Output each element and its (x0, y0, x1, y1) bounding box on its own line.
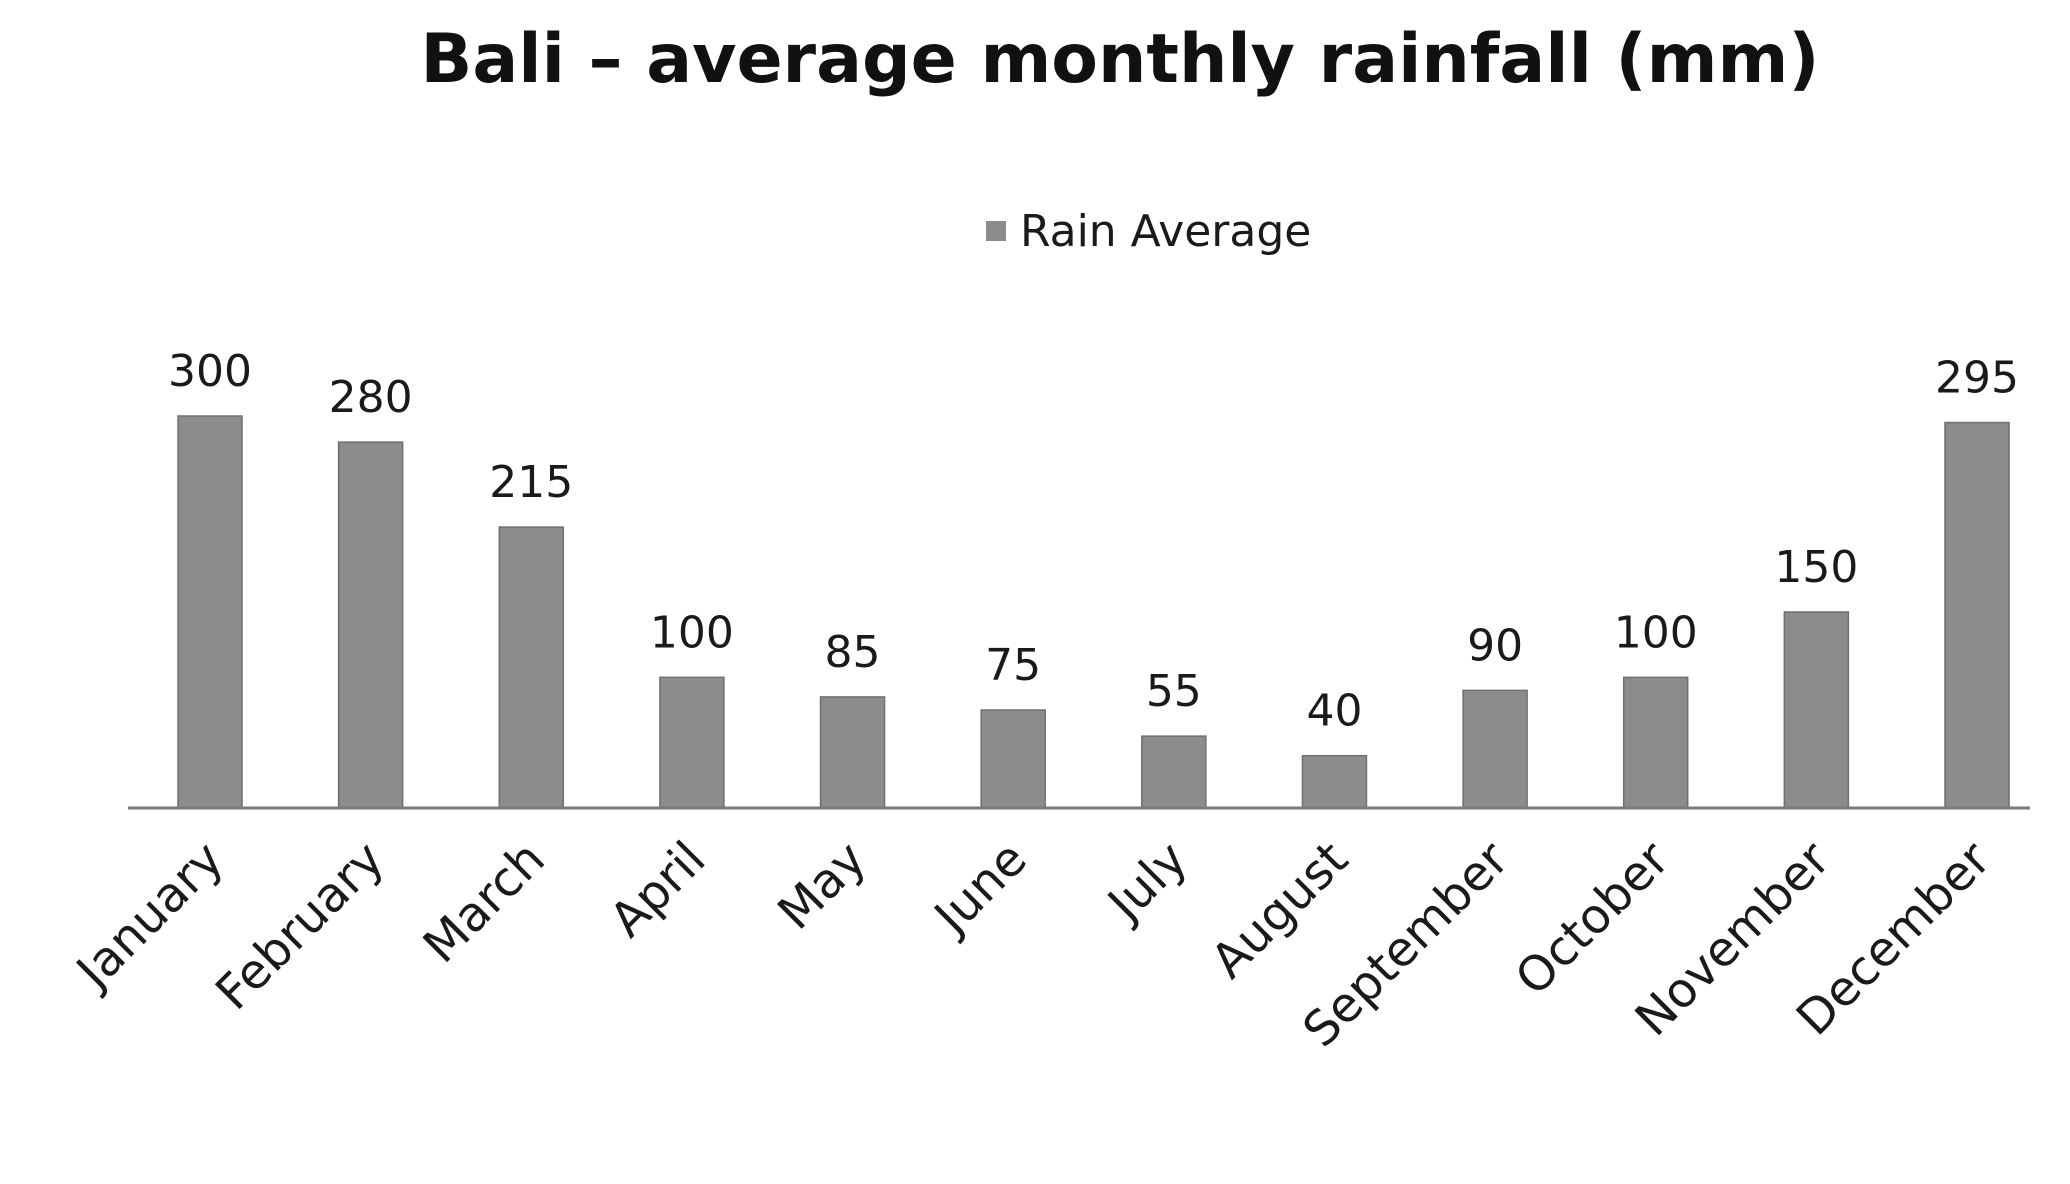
value-label-june: 75 (985, 640, 1041, 691)
legend-label-rain-average: Rain Average (1020, 206, 1311, 257)
bar-february (337, 441, 404, 809)
value-label-october: 100 (1614, 607, 1698, 658)
bar-january (177, 415, 243, 809)
legend-swatch (986, 221, 1006, 241)
bar-december (1944, 421, 2010, 809)
value-label-december: 295 (1935, 353, 2019, 404)
bar-may (819, 696, 886, 809)
value-label-august: 40 (1306, 686, 1362, 737)
x-tick-label-august: August (1201, 831, 1359, 989)
x-tick-label-february: February (205, 831, 395, 1021)
bar-october (1622, 676, 1689, 809)
x-tick-label-july: July (1096, 831, 1199, 934)
bar-september (1462, 689, 1528, 809)
bar-august (1301, 754, 1368, 809)
value-label-july: 55 (1146, 666, 1202, 717)
chart-title: Bali – average monthly rainfall (mm) (421, 20, 1820, 99)
value-label-september: 90 (1467, 620, 1523, 671)
bar-november (1783, 611, 1850, 809)
x-tick-label-may: May (767, 831, 877, 941)
bars-layer (177, 415, 2010, 809)
chart-legend: Rain Average (986, 206, 1311, 257)
bar-june (980, 709, 1046, 809)
x-tick-label-january: January (64, 831, 234, 1001)
value-label-february: 280 (329, 372, 413, 423)
bar-july (1141, 735, 1207, 809)
bar-march (498, 526, 565, 809)
value-label-march: 215 (489, 457, 573, 508)
value-label-april: 100 (650, 607, 734, 658)
value-label-january: 300 (168, 346, 252, 397)
x-tick-label-june: June (922, 831, 1038, 947)
value-label-november: 150 (1774, 542, 1858, 593)
x-tick-label-march: March (413, 831, 556, 974)
value-labels-layer: 300 280 215 100 85 75 55 40 90 100 150 295 (168, 346, 2019, 737)
x-tick-label-april: April (599, 831, 716, 948)
value-label-may: 85 (825, 627, 881, 678)
bar-april (659, 676, 725, 809)
